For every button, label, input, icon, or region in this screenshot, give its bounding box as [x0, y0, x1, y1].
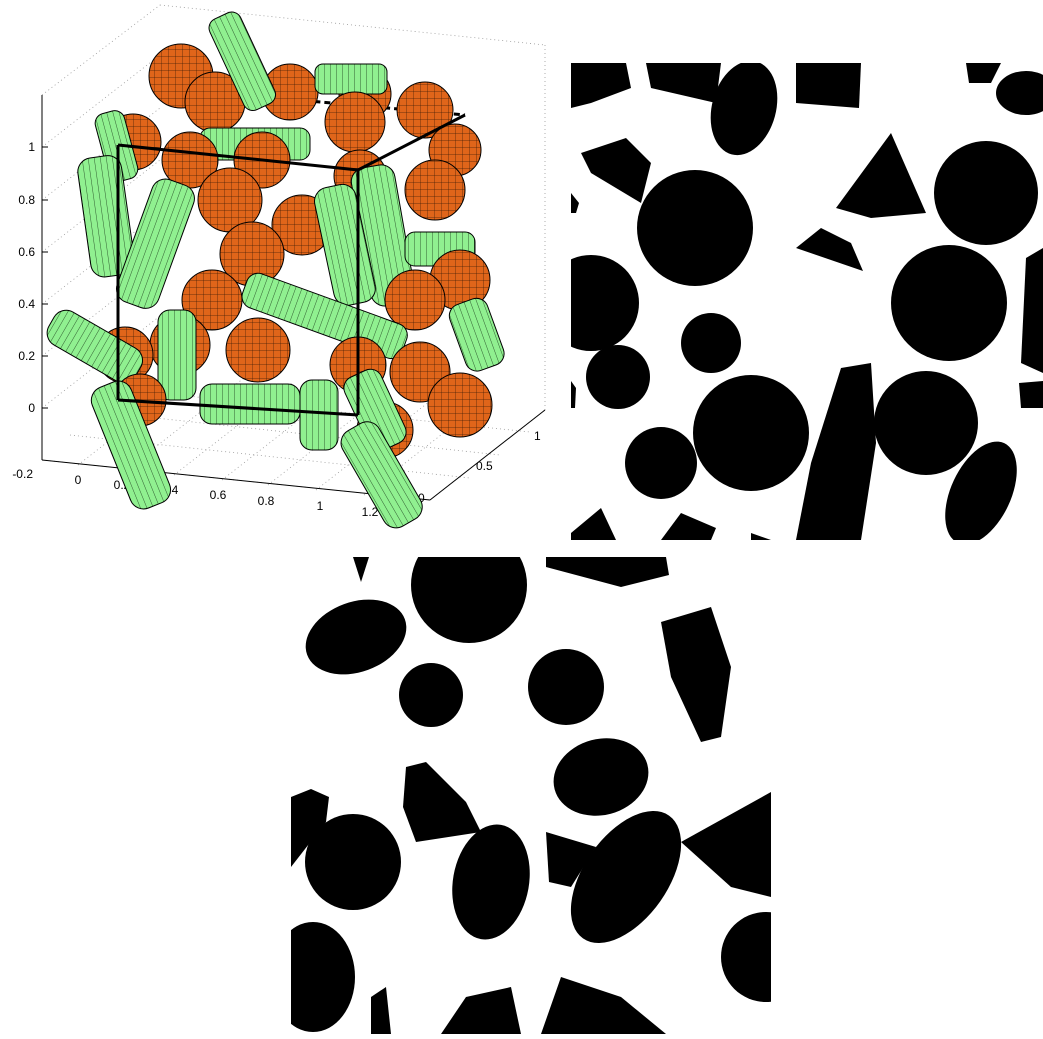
sphere — [324, 91, 386, 153]
inclusion — [571, 193, 579, 213]
y-tick-label: 0.5 — [476, 459, 493, 473]
cylinder — [157, 309, 197, 401]
inclusion — [571, 381, 576, 408]
y-tick-label: 1 — [534, 429, 541, 443]
y-tick-labels: 0 0.5 1 — [418, 429, 541, 505]
inclusion — [710, 60, 778, 156]
sphere — [404, 159, 466, 221]
inclusion — [751, 533, 771, 540]
sphere — [427, 372, 493, 438]
inclusion — [796, 63, 861, 108]
inclusion — [571, 63, 631, 108]
inclusion — [553, 738, 649, 816]
inclusion — [441, 987, 521, 1034]
x-tick-label: 0.6 — [210, 488, 227, 502]
inclusion — [541, 977, 666, 1034]
packing-3d-svg: 1 0.8 0.6 0.4 0.2 0 -0.2 0 0.2 0.4 0.6 0… — [12, 4, 546, 529]
inclusion — [874, 371, 978, 475]
inclusion — [1021, 248, 1043, 373]
x-tick-label: 1.2 — [362, 505, 379, 519]
inclusion — [966, 63, 1001, 83]
cylinder — [77, 155, 135, 278]
slice-1-svg — [543, 60, 1043, 545]
cylinder — [448, 297, 505, 372]
x-tick-labels: 0 0.2 0.4 0.6 0.8 1 1.2 — [75, 473, 379, 519]
z-axis — [41, 95, 546, 501]
cross-section-slice-1 — [543, 60, 1043, 545]
inclusion — [681, 313, 741, 373]
inclusion — [836, 133, 926, 218]
inclusion — [291, 789, 329, 867]
inclusion — [586, 345, 650, 409]
slice-2-svg — [271, 527, 811, 1034]
cylinder — [199, 383, 301, 425]
inclusion — [546, 832, 596, 887]
inclusion — [528, 649, 604, 725]
cross-section-slice-2 — [271, 527, 811, 1034]
cylinder — [340, 421, 423, 529]
inclusion — [796, 363, 876, 540]
sphere — [384, 269, 446, 331]
z-tick-labels: 1 0.8 0.6 0.4 0.2 0 -0.2 — [12, 140, 35, 481]
inclusion — [571, 508, 616, 540]
inclusion — [1019, 381, 1043, 408]
inclusion — [581, 138, 651, 203]
sphere — [225, 317, 291, 383]
sphere — [396, 81, 454, 139]
cylinder — [90, 380, 172, 510]
cylinder — [314, 63, 388, 95]
inclusion — [403, 762, 481, 842]
inclusion — [661, 607, 731, 742]
inclusion — [305, 814, 401, 910]
cylinder — [116, 178, 195, 309]
inclusion — [996, 71, 1043, 115]
inclusion — [353, 557, 369, 582]
inclusion — [570, 811, 682, 943]
cylinder — [241, 272, 408, 360]
z-tick-label: 0.2 — [18, 349, 35, 363]
inclusion — [625, 427, 697, 499]
z-tick-label: 0.6 — [18, 245, 35, 259]
inclusion — [399, 663, 463, 727]
z-tick-label: -0.2 — [12, 467, 33, 481]
inclusion — [452, 824, 530, 940]
z-tick-label: 0 — [28, 401, 35, 415]
inclusion — [637, 170, 753, 286]
z-tick-label: 0.8 — [18, 193, 35, 207]
z-tick-label: 0.4 — [18, 297, 35, 311]
inclusion — [693, 375, 809, 491]
inclusion — [891, 245, 1007, 361]
inclusion — [661, 513, 716, 540]
inclusion — [646, 63, 721, 103]
inclusion — [945, 441, 1017, 545]
inclusion — [271, 922, 355, 1032]
inclusion — [796, 228, 863, 271]
cylinder — [299, 379, 339, 451]
packing-3d-plot: 1 0.8 0.6 0.4 0.2 0 -0.2 0 0.2 0.4 0.6 0… — [0, 0, 560, 545]
cylinder — [208, 11, 277, 111]
x-tick-label: 1 — [317, 499, 324, 513]
inclusion — [681, 792, 771, 897]
x-tick-label: 0 — [75, 473, 82, 487]
z-tick-label: 1 — [28, 140, 35, 154]
inclusion — [371, 987, 391, 1034]
inclusion — [546, 557, 669, 587]
x-tick-label: 0.8 — [258, 494, 275, 508]
packed-objects — [46, 11, 505, 529]
inclusion — [934, 141, 1038, 245]
inclusion — [305, 599, 407, 675]
unit-cube-front — [116, 113, 466, 417]
y-tick-label: 0 — [418, 491, 425, 505]
